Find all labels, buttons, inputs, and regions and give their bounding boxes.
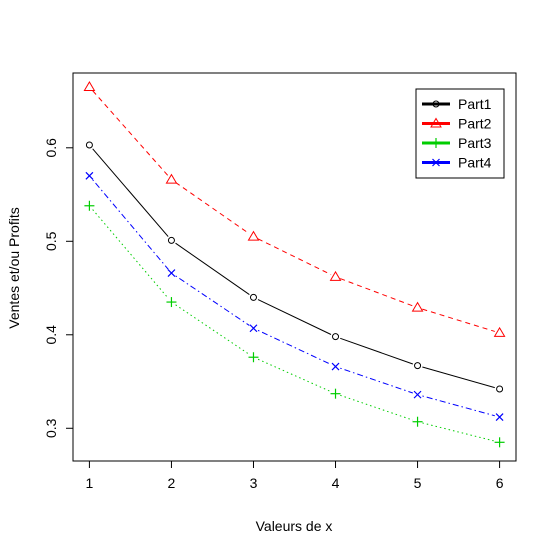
- legend-item: Part4: [422, 155, 492, 171]
- data-point: [494, 437, 505, 448]
- series-line-segment: [257, 299, 332, 335]
- data-point: [167, 269, 176, 278]
- marker-shape: [165, 173, 178, 184]
- x-tick-label: 2: [168, 475, 176, 491]
- x-tick-label: 3: [250, 475, 258, 491]
- series-line-segment: [422, 308, 495, 332]
- marker-shape: [85, 171, 94, 180]
- marker-shape: [414, 362, 422, 370]
- x-tick-label: 1: [86, 475, 94, 491]
- legend-item: Part3: [422, 135, 492, 151]
- marker-shape: [167, 236, 175, 244]
- legend-label: Part4: [458, 155, 492, 171]
- legend-label: Part3: [458, 135, 492, 151]
- legend: Part1 Part2 Part3 Part4: [415, 88, 505, 179]
- series-line-segment: [92, 90, 169, 177]
- marker-shape: [83, 81, 96, 92]
- marker-shape: [331, 362, 340, 371]
- marker-shape: [332, 333, 340, 341]
- marker-shape: [495, 413, 504, 421]
- series-line-segment: [257, 358, 332, 393]
- y-tick-label: 0.5: [43, 231, 59, 251]
- data-point: [496, 385, 504, 393]
- series-line-segment: [175, 182, 250, 235]
- data-point: [85, 171, 94, 180]
- series-line-segment: [175, 242, 250, 295]
- y-tick-label: 0.6: [43, 138, 59, 158]
- data-point: [165, 173, 178, 184]
- marker-shape: [249, 324, 258, 333]
- series-part3: [84, 200, 505, 448]
- marker-shape: [496, 385, 504, 393]
- marker-shape: [430, 117, 442, 128]
- data-point: [249, 324, 258, 333]
- series-line-segment: [92, 209, 169, 299]
- marker-shape: [413, 390, 422, 399]
- series-line-segment: [422, 422, 495, 442]
- series-line-segment: [175, 275, 250, 326]
- series-part2: [83, 81, 506, 337]
- data-point: [330, 388, 341, 399]
- data-point: [247, 230, 260, 241]
- data-point: [413, 390, 422, 399]
- axes: 1 2 3 4 5 6 0.3 0.4 0.5 0.6: [43, 72, 517, 491]
- data-point: [412, 416, 423, 427]
- y-tick-label: 0.3: [43, 418, 59, 438]
- marker-shape: [432, 158, 440, 167]
- data-point: [493, 326, 506, 337]
- data-point: [83, 81, 96, 92]
- data-point: [166, 297, 177, 308]
- marker-shape: [411, 301, 424, 312]
- legend-marker: [431, 138, 441, 148]
- legend-marker: [432, 100, 440, 108]
- y-tick-label: 0.4: [43, 325, 59, 345]
- data-point: [331, 362, 340, 371]
- marker-shape: [247, 230, 260, 241]
- data-point: [411, 301, 424, 312]
- data-point: [85, 141, 93, 149]
- marker-shape: [249, 293, 257, 301]
- series-layer: [83, 81, 506, 448]
- legend-marker: [430, 117, 442, 128]
- marker-shape: [167, 269, 176, 278]
- legend-label: Part1: [458, 96, 492, 112]
- legend-item: Part2: [422, 116, 492, 132]
- x-tick-label: 5: [414, 475, 422, 491]
- data-point: [248, 352, 259, 363]
- legend-item: Part1: [422, 96, 492, 112]
- series-line-segment: [92, 148, 169, 237]
- x-tick-label: 4: [332, 475, 340, 491]
- x-tick-label: 6: [496, 475, 504, 491]
- data-point: [249, 293, 257, 301]
- series-line-segment: [340, 394, 413, 421]
- series-line-segment: [422, 366, 495, 389]
- series-part1: [85, 141, 504, 393]
- series-line-segment: [340, 337, 414, 365]
- y-axis-title: Ventes et/ou Profits: [6, 207, 22, 328]
- data-point: [495, 413, 504, 421]
- series-line-segment: [422, 395, 495, 417]
- series-line-segment: [92, 179, 169, 270]
- marker-shape: [85, 141, 93, 149]
- marker-shape: [493, 326, 506, 337]
- marker-shape: [329, 270, 342, 281]
- plot-frame: [72, 72, 517, 462]
- data-point: [167, 236, 175, 244]
- data-point: [414, 362, 422, 370]
- series-line-segment: [257, 238, 332, 276]
- data-point: [329, 270, 342, 281]
- series-line-segment: [257, 329, 332, 365]
- legend-marker: [432, 158, 440, 167]
- series-line-segment: [340, 367, 413, 394]
- data-point: [84, 200, 95, 211]
- marker-shape: [432, 100, 440, 108]
- data-point: [332, 333, 340, 341]
- series-part4: [85, 171, 504, 421]
- series-line-segment: [175, 304, 250, 355]
- x-axis-title: Valeurs de x: [256, 518, 333, 534]
- legend-label: Part2: [458, 116, 492, 132]
- series-line-segment: [340, 278, 414, 307]
